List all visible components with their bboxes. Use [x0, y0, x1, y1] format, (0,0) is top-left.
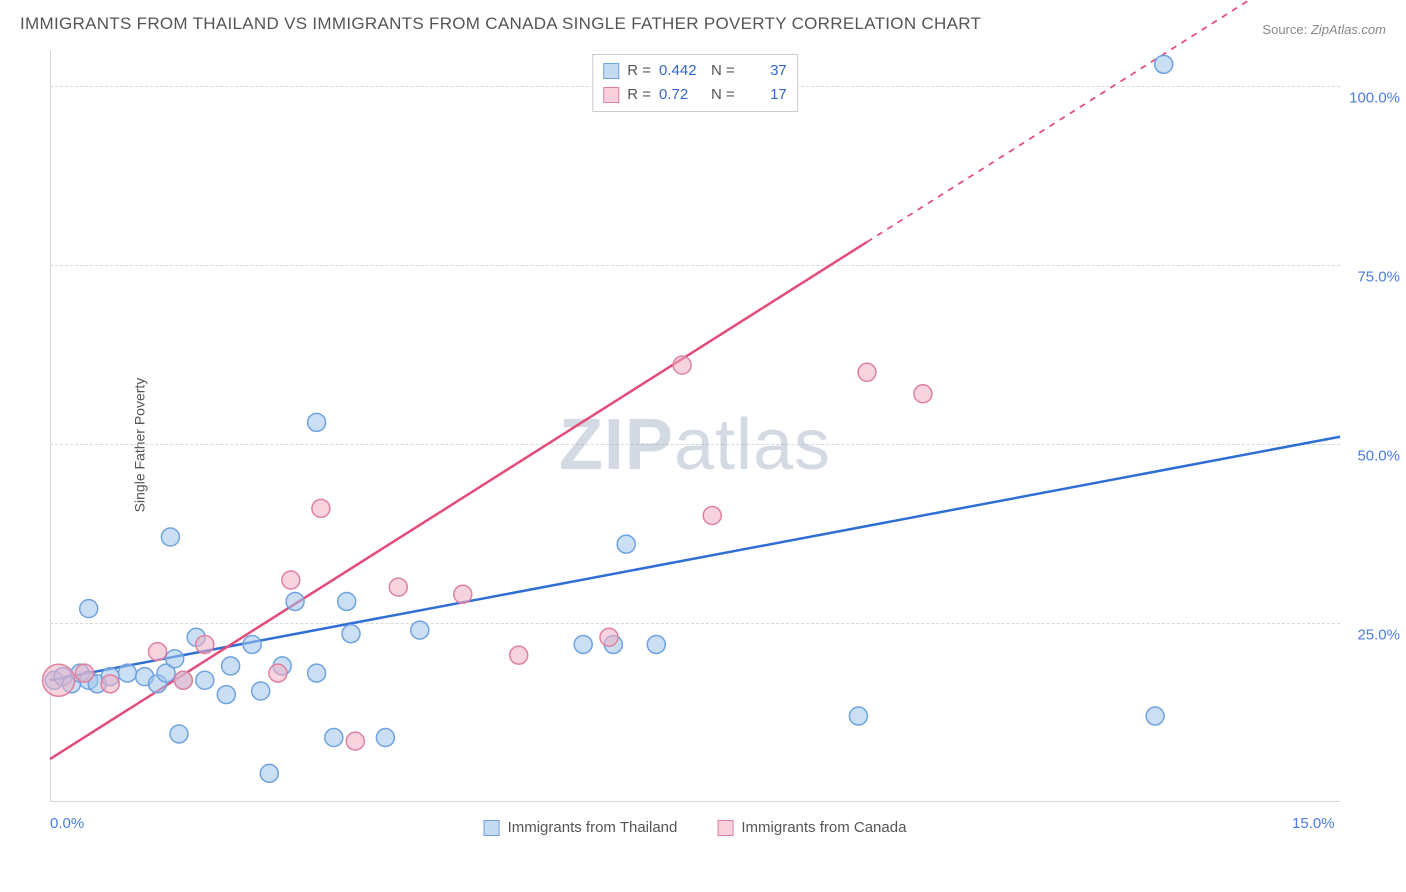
data-point-canada [389, 578, 407, 596]
data-point-canada [914, 385, 932, 403]
legend-label-canada: Immigrants from Canada [741, 819, 906, 836]
r-label: R = [627, 83, 651, 107]
y-tick-label: 50.0% [1345, 447, 1400, 464]
chart-svg [50, 50, 1340, 802]
source-label: Source: [1262, 22, 1307, 37]
data-point-thailand [617, 535, 635, 553]
data-point-thailand [338, 592, 356, 610]
chart-plot-area: Single Father Poverty 25.0%50.0%75.0%100… [50, 50, 1340, 840]
legend-item-thailand: Immigrants from Thailand [484, 819, 678, 836]
data-point-thailand [342, 625, 360, 643]
stats-row-canada: R = 0.72 N = 17 [603, 83, 787, 107]
n-label: N = [711, 59, 735, 83]
data-point-thailand [166, 650, 184, 668]
data-point-thailand [196, 671, 214, 689]
data-point-canada [312, 499, 330, 517]
data-point-canada [174, 671, 192, 689]
y-tick-label: 100.0% [1345, 89, 1400, 106]
swatch-thailand [603, 63, 619, 79]
data-point-canada [196, 635, 214, 653]
regression-line-canada [50, 242, 867, 759]
data-point-thailand [243, 635, 261, 653]
data-point-canada [703, 507, 721, 525]
data-point-thailand [325, 729, 343, 747]
data-point-canada [269, 664, 287, 682]
data-point-thailand [286, 592, 304, 610]
data-point-thailand [161, 528, 179, 546]
y-tick-label: 25.0% [1345, 626, 1400, 643]
data-point-thailand [252, 682, 270, 700]
swatch-canada [717, 820, 733, 836]
data-point-thailand [170, 725, 188, 743]
data-point-thailand [308, 664, 326, 682]
r-value-thailand: 0.442 [659, 59, 703, 83]
data-point-canada [43, 664, 75, 696]
data-point-thailand [1146, 707, 1164, 725]
legend-item-canada: Immigrants from Canada [717, 819, 906, 836]
data-point-thailand [308, 413, 326, 431]
data-point-thailand [118, 664, 136, 682]
data-point-thailand [80, 600, 98, 618]
data-point-canada [858, 363, 876, 381]
data-point-thailand [647, 635, 665, 653]
n-value-canada: 17 [743, 83, 787, 107]
x-tick-label: 0.0% [50, 815, 84, 832]
data-point-canada [600, 628, 618, 646]
legend-label-thailand: Immigrants from Thailand [508, 819, 678, 836]
correlation-stats-legend: R = 0.442 N = 37 R = 0.72 N = 17 [592, 54, 798, 112]
data-point-thailand [411, 621, 429, 639]
series-legend: Immigrants from Thailand Immigrants from… [484, 819, 907, 836]
data-point-thailand [260, 764, 278, 782]
data-point-thailand [1155, 55, 1173, 73]
n-label: N = [711, 83, 735, 107]
data-point-thailand [849, 707, 867, 725]
data-point-canada [673, 356, 691, 374]
swatch-canada [603, 87, 619, 103]
data-point-canada [282, 571, 300, 589]
source-value: ZipAtlas.com [1311, 22, 1386, 37]
swatch-thailand [484, 820, 500, 836]
stats-row-thailand: R = 0.442 N = 37 [603, 59, 787, 83]
data-point-thailand [574, 635, 592, 653]
n-value-thailand: 37 [743, 59, 787, 83]
y-tick-label: 75.0% [1345, 268, 1400, 285]
data-point-thailand [222, 657, 240, 675]
source-attribution: Source: ZipAtlas.com [1262, 22, 1386, 37]
data-point-thailand [376, 729, 394, 747]
r-label: R = [627, 59, 651, 83]
data-point-canada [75, 664, 93, 682]
data-point-canada [101, 675, 119, 693]
data-point-canada [346, 732, 364, 750]
data-point-canada [510, 646, 528, 664]
data-point-thailand [217, 686, 235, 704]
data-point-canada [454, 585, 472, 603]
r-value-canada: 0.72 [659, 83, 703, 107]
chart-title: IMMIGRANTS FROM THAILAND VS IMMIGRANTS F… [20, 14, 981, 34]
x-tick-label: 15.0% [1292, 815, 1335, 832]
data-point-canada [149, 643, 167, 661]
